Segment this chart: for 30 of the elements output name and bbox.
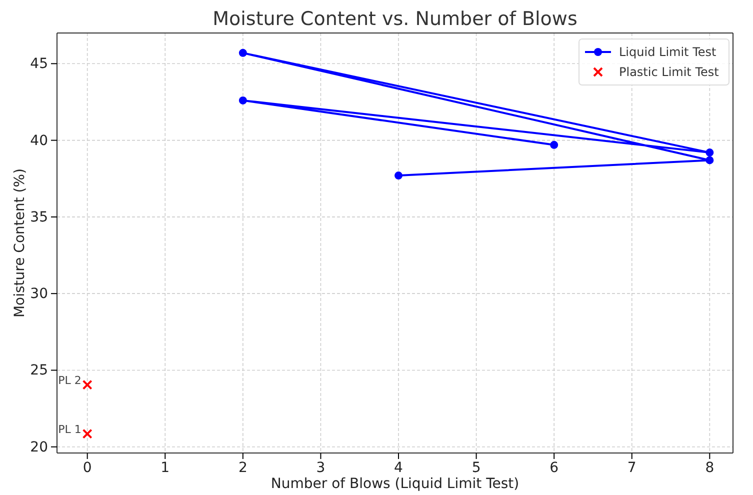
point: [706, 148, 714, 157]
annotation: PL 2: [58, 374, 82, 387]
x-tick-label: 6: [550, 460, 559, 476]
x-tick-label: 4: [394, 460, 404, 476]
legend-label: Plastic Limit Test: [619, 65, 720, 79]
x-tick-label: 3: [316, 460, 326, 476]
x-tick-label: 5: [472, 460, 481, 476]
point: [82, 428, 92, 439]
y-tick-label: 45: [30, 56, 48, 72]
x-tick-label: 8: [705, 460, 714, 476]
x-tick-label: 1: [160, 460, 170, 476]
x-tick-label: 2: [238, 460, 248, 476]
y-tick-label: 40: [30, 132, 48, 149]
point: [706, 156, 714, 164]
x-axis-title: Number of Blows (Liquid Limit Test): [270, 476, 520, 492]
y-tick-label: 35: [30, 209, 48, 226]
y-tick-label: 20: [30, 439, 48, 456]
point: [238, 48, 247, 57]
point: [550, 140, 558, 149]
legend-label: Liquid Limit Test: [619, 45, 716, 59]
x-tick-label: 0: [82, 460, 92, 476]
point: [82, 380, 92, 390]
y-axis-title: Moisture Content (%): [12, 168, 28, 318]
point: [394, 172, 402, 180]
point: [238, 96, 247, 104]
chart-title: Moisture Content vs. Number of Blows: [212, 8, 578, 30]
y-tick-label: 30: [30, 286, 48, 302]
annotation: PL 1: [58, 422, 82, 436]
x-tick-label: 7: [627, 460, 636, 476]
y-tick-label: 25: [30, 362, 48, 379]
